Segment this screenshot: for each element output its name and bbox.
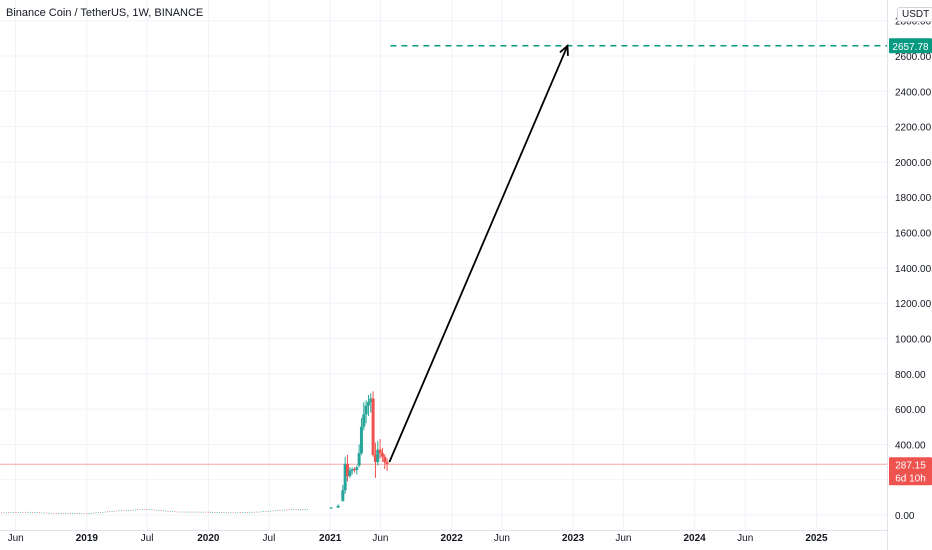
x-tick-label: 2022 — [441, 533, 464, 544]
candle-body — [355, 467, 359, 470]
x-tick-label: Jun — [372, 533, 388, 544]
y-tick-label: 400.00 — [895, 440, 926, 451]
target-price-label: 2657.78 — [892, 42, 929, 53]
y-tick-label: 2600.00 — [895, 52, 932, 63]
x-tick-label: Jul — [141, 533, 154, 544]
x-tick-label: Jun — [8, 533, 24, 544]
chart-title: Binance Coin / TetherUS, 1W, BINANCE — [6, 7, 204, 19]
projection-arrow-line — [388, 45, 569, 463]
current-price-label-bg — [889, 457, 932, 486]
y-tick-label: 1600.00 — [895, 229, 932, 240]
candle-body — [336, 505, 340, 508]
x-tick-label: Jun — [737, 533, 753, 544]
candle-body — [366, 402, 370, 406]
y-tick-label: 1800.00 — [895, 193, 932, 204]
candle-body — [350, 469, 354, 471]
x-tick-label: 2020 — [197, 533, 220, 544]
target-price-label-bg — [889, 38, 932, 54]
x-tick-label: 2024 — [683, 533, 706, 544]
candle-body — [357, 453, 361, 466]
candle-body — [352, 469, 356, 471]
y-tick-label: 2200.00 — [895, 123, 932, 134]
x-tick-label: 2019 — [76, 533, 99, 544]
current-price-label: 287.15 — [895, 460, 926, 471]
candle-body — [376, 449, 380, 463]
y-tick-label: 1400.00 — [895, 264, 932, 275]
projection-arrow-head — [559, 43, 569, 56]
y-tick-label: 2400.00 — [895, 87, 932, 98]
candle-body — [362, 414, 366, 427]
y-tick-label: 600.00 — [895, 405, 926, 416]
candle-body — [383, 456, 387, 463]
y-tick-label: 1000.00 — [895, 334, 932, 345]
candle-body — [364, 405, 368, 415]
y-tick-label: 2800.00 — [895, 17, 932, 28]
candle-body — [343, 463, 347, 491]
candle-body — [373, 454, 377, 463]
y-tick-label: 2000.00 — [895, 158, 932, 169]
candle-body — [380, 453, 384, 457]
y-tick-label: 0.00 — [895, 511, 915, 522]
candle-body — [341, 490, 345, 501]
x-tick-label: 2023 — [562, 533, 585, 544]
candle-body — [329, 507, 333, 509]
countdown-label: 6d 10h — [895, 473, 926, 484]
x-tick-label: Jul — [263, 533, 276, 544]
currency-unit-button[interactable]: USDT — [897, 7, 932, 22]
x-tick-label: Jun — [615, 533, 631, 544]
candle-body — [345, 463, 349, 477]
x-tick-label: 2021 — [319, 533, 342, 544]
y-tick-label: 800.00 — [895, 370, 926, 381]
candle-body — [385, 462, 389, 465]
candle-body — [359, 426, 363, 454]
candle-body — [369, 398, 373, 403]
candle-body — [348, 470, 352, 477]
candle-body — [371, 398, 375, 455]
x-tick-label: 2025 — [805, 533, 828, 544]
x-tick-label: Jun — [494, 533, 510, 544]
y-tick-label: 1200.00 — [895, 299, 932, 310]
candle-body — [378, 449, 382, 454]
